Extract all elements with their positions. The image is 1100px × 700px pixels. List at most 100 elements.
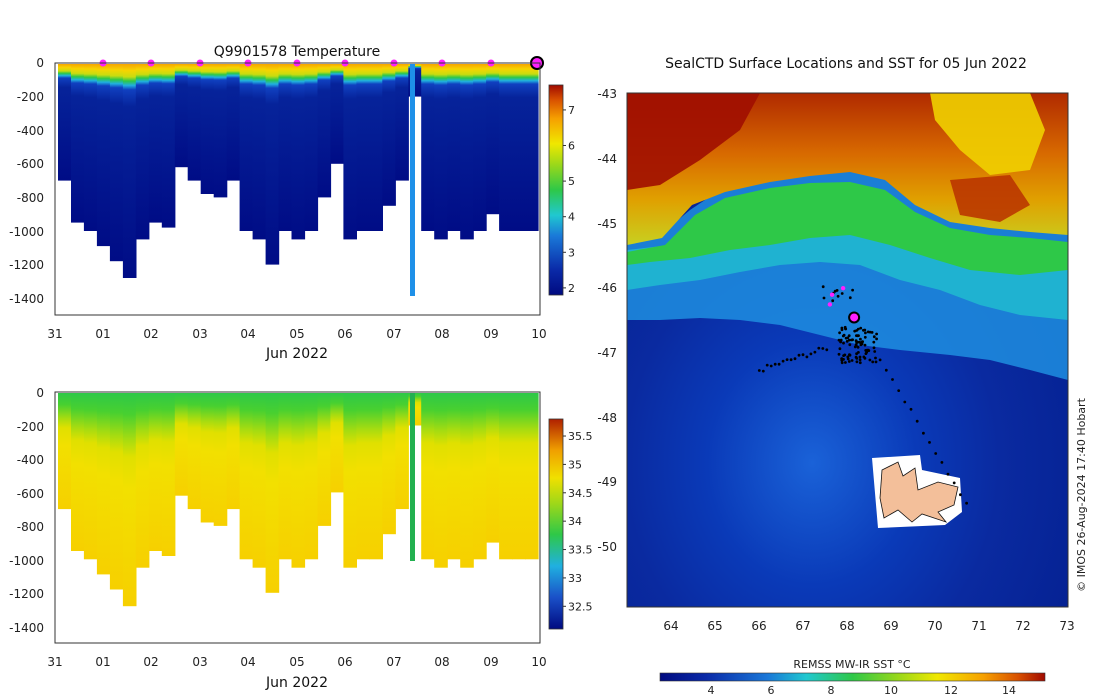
track-point <box>848 343 852 347</box>
profile-bar <box>460 393 474 568</box>
track-point <box>821 285 825 289</box>
salinity-x-ticks: 31 01 02 03 04 05 06 07 08 09 10 <box>47 655 546 669</box>
track-point <box>831 299 835 303</box>
profile-bar <box>421 64 435 231</box>
x-tick: 06 <box>337 327 352 341</box>
island-outline <box>879 461 959 523</box>
lon-tick: 64 <box>663 619 678 633</box>
track-point <box>855 360 859 364</box>
profile-bar <box>265 64 280 265</box>
track-point <box>835 289 839 292</box>
map-x-ticks: 64 65 66 67 68 69 70 71 72 73 <box>663 619 1074 633</box>
track-point <box>863 343 867 347</box>
x-tick: 10 <box>531 655 546 669</box>
profile-bar <box>58 64 72 181</box>
profile-bar <box>239 393 254 560</box>
track-point <box>757 369 761 372</box>
track-point <box>838 331 841 335</box>
profile-bar <box>252 64 267 240</box>
lat-tick: -47 <box>597 346 617 360</box>
profile-bar <box>265 393 280 593</box>
y-tick: -800 <box>17 520 44 534</box>
cb-tick: 33.5 <box>568 544 593 557</box>
x-tick: 01 <box>95 655 110 669</box>
track-point <box>801 353 805 357</box>
cb-tick: 6 <box>568 140 575 153</box>
y-tick: -600 <box>17 157 44 171</box>
profile-bar <box>161 64 176 228</box>
profile-bar <box>83 393 98 560</box>
profile-bar <box>278 64 293 231</box>
cb-tick: 3 <box>568 246 575 259</box>
y-tick: 0 <box>36 386 44 400</box>
profile-bar <box>382 393 396 535</box>
sst-front-green <box>627 182 1068 275</box>
cb-tick: 2 <box>568 282 575 295</box>
track-point <box>838 347 842 351</box>
profile-location <box>829 292 835 297</box>
track-point <box>793 357 797 361</box>
track-point <box>859 337 862 341</box>
track-point <box>853 329 857 333</box>
profile-bar <box>525 393 539 560</box>
track-point <box>915 419 919 423</box>
x-tick: 31 <box>47 655 62 669</box>
track-point <box>848 353 851 357</box>
x-tick: 08 <box>434 655 449 669</box>
profile-bar <box>148 64 163 223</box>
x-tick: 06 <box>337 655 352 669</box>
cb-tick: 34.5 <box>568 487 593 500</box>
sst-hot-corner <box>627 93 760 190</box>
cb-tick: 8 <box>828 684 835 697</box>
profile-bar <box>109 393 124 590</box>
track-point <box>875 332 878 336</box>
profile-bar <box>434 393 448 568</box>
track-point <box>865 348 869 352</box>
track-point <box>928 441 931 444</box>
profile-bar <box>512 64 526 231</box>
track-point <box>842 333 846 337</box>
track-point <box>821 347 825 350</box>
track-point <box>952 481 956 485</box>
track-point <box>868 358 872 362</box>
profile-bar <box>213 393 228 526</box>
cb-tick: 5 <box>568 175 575 188</box>
temperature-profiles <box>58 64 539 296</box>
track-point <box>922 431 925 435</box>
track-point <box>856 345 860 349</box>
track-point <box>850 359 854 362</box>
cb-tick: 14 <box>1002 684 1016 697</box>
track-point <box>884 368 888 372</box>
sst-colorbar-ticks: 4 6 8 10 12 14 <box>708 684 1017 697</box>
temperature-xlabel: Jun 2022 <box>265 346 328 362</box>
profile-bar <box>473 393 487 560</box>
track-point <box>858 361 862 365</box>
track-point <box>858 340 861 344</box>
map-title: SealCTD Surface Locations and SST for 05… <box>665 56 1027 72</box>
island-kerguelen <box>872 455 962 528</box>
profile-bar <box>356 64 370 231</box>
profile-bar <box>343 393 357 568</box>
track-point <box>846 355 850 359</box>
lon-tick: 65 <box>707 619 722 633</box>
track-point <box>844 361 847 364</box>
track-point <box>874 360 878 364</box>
track-point <box>769 364 773 368</box>
cb-tick: 34 <box>568 515 582 528</box>
lat-tick: -45 <box>597 217 617 231</box>
track-point <box>862 355 866 359</box>
track-point <box>897 389 901 392</box>
track-point <box>844 336 848 340</box>
x-tick: 02 <box>143 655 158 669</box>
track-point <box>842 354 845 357</box>
track-point <box>842 358 845 361</box>
profile-bar <box>122 393 137 607</box>
profile-bar <box>187 393 202 510</box>
profile-bar <box>200 64 215 194</box>
profile-bar <box>330 64 344 164</box>
profile-bar <box>96 393 111 575</box>
cb-tick: 35 <box>568 458 582 471</box>
sst-colorbar-label: REMSS MW-IR SST °C <box>793 658 911 671</box>
x-tick: 07 <box>386 327 401 341</box>
lat-tick: -43 <box>597 87 617 101</box>
